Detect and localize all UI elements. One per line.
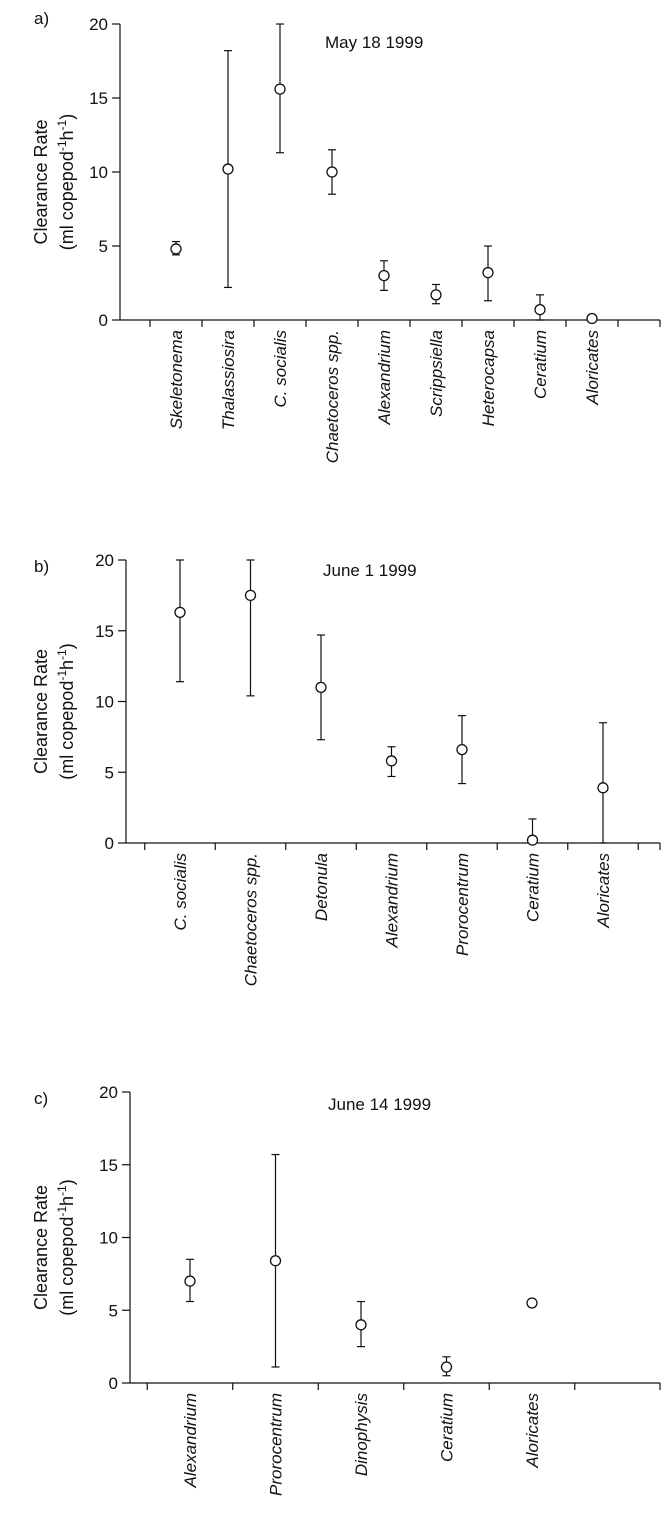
y-tick-label: 5	[105, 763, 114, 782]
panel-c: 0 5 10 15 20 Alexandrium Prorocentrum Dinophysi…	[31, 1083, 661, 1496]
category-label: Prorocentrum	[267, 1393, 286, 1496]
y-tick-label: 10	[99, 1229, 118, 1248]
data-point	[355, 1319, 367, 1331]
data-point	[274, 83, 286, 95]
category-label: Heterocapsa	[479, 330, 498, 426]
category-label: Alexandrium	[383, 853, 402, 949]
data-point	[526, 1297, 538, 1309]
y-tick-label: 5	[99, 237, 108, 256]
category-label: Prorocentrum	[453, 853, 472, 956]
data-point	[526, 834, 539, 846]
data-point	[244, 589, 257, 602]
y-tick-label: 20	[95, 551, 114, 570]
y-axis-units: (ml copepod-1h-1)	[55, 1179, 77, 1315]
y-tick-label: 0	[109, 1374, 118, 1393]
data-point	[326, 166, 338, 178]
data-point	[482, 266, 494, 279]
y-tick-label: 5	[109, 1301, 118, 1320]
data-point	[315, 681, 327, 693]
y-tick-label: 10	[89, 163, 108, 182]
y-tick-label: 20	[99, 1083, 118, 1102]
panel-label: a)	[34, 9, 49, 28]
data-point	[174, 606, 186, 619]
category-label: Chaetoceros spp.	[242, 853, 261, 986]
data-point	[586, 312, 598, 325]
data-point	[222, 163, 234, 175]
category-label: Aloricates	[583, 330, 602, 406]
y-tick-label: 20	[89, 15, 108, 34]
y-tick-label: 0	[99, 311, 108, 330]
data-point	[269, 1255, 282, 1267]
y-tick-label: 15	[89, 89, 108, 108]
category-label: Aloricates	[523, 1393, 542, 1469]
category-label: Ceratium	[438, 1393, 457, 1462]
y-axis-label: Clearance Rate	[31, 649, 51, 774]
category-label: C. socialis	[171, 853, 190, 931]
data-point	[440, 1361, 453, 1373]
category-label: Alexandrium	[181, 1393, 200, 1489]
panel-b: 0 5 10 15 20 C. socialis Chaetoceros spp. Deton…	[31, 551, 661, 986]
y-tick-label: 15	[95, 622, 114, 641]
panel-label: c)	[34, 1089, 48, 1108]
data-point	[430, 289, 442, 301]
data-point	[378, 269, 390, 282]
category-label: Alexandrium	[375, 330, 394, 426]
panel-a: 0 5 10 15 20 Skeletonema Thalassiosira C. socia…	[31, 9, 661, 463]
data-point	[456, 743, 468, 756]
category-label: Scrippsiella	[427, 330, 446, 417]
category-label: Dinophysis	[352, 1393, 371, 1477]
category-label: Detonula	[312, 853, 331, 921]
y-axis-units: (ml copepod-1h-1)	[55, 114, 77, 250]
chart-title: June 14 1999	[328, 1095, 431, 1114]
y-axis-label: Clearance Rate	[31, 119, 51, 244]
data-point	[385, 755, 398, 767]
category-label: Thalassiosira	[219, 330, 238, 430]
data-point	[184, 1275, 196, 1287]
chart-title: May 18 1999	[325, 33, 423, 52]
category-label: Aloricates	[594, 853, 613, 929]
y-tick-label: 0	[105, 834, 114, 853]
category-label: Ceratium	[531, 330, 550, 399]
y-tick-label: 15	[99, 1156, 118, 1175]
y-axis-label: Clearance Rate	[31, 1185, 51, 1310]
data-point	[534, 303, 546, 316]
panel-label: b)	[34, 557, 49, 576]
category-label: Skeletonema	[167, 330, 186, 429]
y-tick-label: 10	[95, 693, 114, 712]
data-point	[597, 782, 609, 794]
category-label: C. socialis	[271, 330, 290, 408]
category-label: Ceratium	[524, 853, 543, 922]
category-label: Chaetoceros spp.	[323, 330, 342, 463]
y-axis-units: (ml copepod-1h-1)	[55, 643, 77, 779]
data-point	[170, 243, 182, 255]
chart-title: June 1 1999	[323, 561, 417, 580]
